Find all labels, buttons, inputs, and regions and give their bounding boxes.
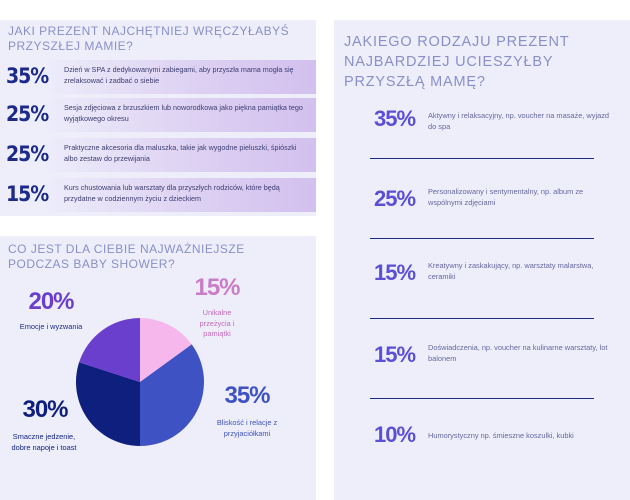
gift-type-percent: 10%	[374, 422, 434, 448]
list-item: 25% Sesja zdjęciowa z brzuszkiem lub now…	[0, 98, 316, 132]
baby-shower-title: CO JEST DLA CIEBIE NAJWAŻNIEJSZE PODCZAS…	[8, 242, 298, 272]
gift-preference-panel: JAKI PREZENT NAJCHĘTNIEJ WRĘCZYŁABYŚ PRZ…	[0, 20, 316, 216]
pie-label-percent: 30%	[12, 396, 78, 424]
pie-label-text: Emocje i wyzwania	[14, 322, 88, 333]
pie-label-text: Unikalne przeżycia i pamiątki	[186, 308, 248, 340]
list-item: 10% Humorystyczny np. śmieszne koszulki,…	[334, 406, 630, 476]
gift-percent: 25%	[6, 102, 46, 126]
gift-percent: 35%	[6, 64, 46, 88]
gift-type-description: Aktywny i relaksacyjny, np. voucher na m…	[428, 110, 618, 132]
gift-preference-title: JAKI PREZENT NAJCHĘTNIEJ WRĘCZYŁABYŚ PRZ…	[8, 24, 308, 54]
list-item: 35% Aktywny i relaksacyjny, np. voucher …	[334, 88, 630, 158]
list-item: 15% Kreatywny i zaskakujący, np. warszta…	[334, 246, 630, 316]
gift-type-title: JAKIEGO RODZAJU PREZENT NAJBARDZIEJ UCIE…	[344, 32, 614, 92]
gift-type-percent: 35%	[374, 106, 434, 132]
pie-label-percent: 15%	[186, 274, 248, 302]
list-item: 15% Doświadczenia, np. voucher na kulina…	[334, 326, 630, 396]
baby-shower-panel: CO JEST DLA CIEBIE NAJWAŻNIEJSZE PODCZAS…	[0, 236, 316, 500]
divider	[370, 238, 594, 239]
gift-type-percent: 15%	[374, 260, 434, 286]
gift-description: Praktyczne akcesoria dla maluszka, takie…	[64, 143, 306, 164]
gift-type-panel: JAKIEGO RODZAJU PREZENT NAJBARDZIEJ UCIE…	[334, 20, 630, 500]
gift-type-description: Kreatywny i zaskakujący, np. warsztaty m…	[428, 260, 618, 282]
list-item: 15% Kurs chustowania lub warsztaty dla p…	[0, 178, 316, 212]
gift-type-description: Personalizowany i sentymentalny, np. alb…	[428, 186, 618, 208]
gift-percent: 25%	[6, 142, 46, 166]
gift-percent: 15%	[6, 182, 46, 206]
list-item: 25% Personalizowany i sentymentalny, np.…	[334, 166, 630, 236]
gift-type-percent: 25%	[374, 186, 434, 212]
pie-label-text: Bliskość i relacje z przyjaciółkami	[208, 418, 286, 439]
list-item: 35% Dzień w SPA z dedykowanymi zabiegami…	[0, 60, 316, 94]
pie-label-text: Smaczne jedzenie, dobre napoje i toast	[8, 432, 80, 453]
pie-label-percent: 35%	[216, 382, 278, 410]
pie-label-percent: 20%	[20, 288, 82, 316]
divider	[370, 398, 594, 399]
gift-type-description: Doświadczenia, np. voucher na kulinarne …	[428, 342, 618, 364]
divider	[370, 318, 594, 319]
gift-description: Sesja zdjęciowa z brzuszkiem lub noworod…	[64, 103, 306, 124]
gift-type-percent: 15%	[374, 342, 434, 368]
gift-type-description: Humorystyczny np. śmieszne koszulki, kub…	[428, 430, 618, 441]
gift-description: Dzień w SPA z dedykowanymi zabiegami, ab…	[64, 65, 306, 86]
gift-description: Kurs chustowania lub warsztaty dla przys…	[64, 183, 306, 204]
divider	[370, 158, 594, 159]
list-item: 25% Praktyczne akcesoria dla maluszka, t…	[0, 138, 316, 172]
